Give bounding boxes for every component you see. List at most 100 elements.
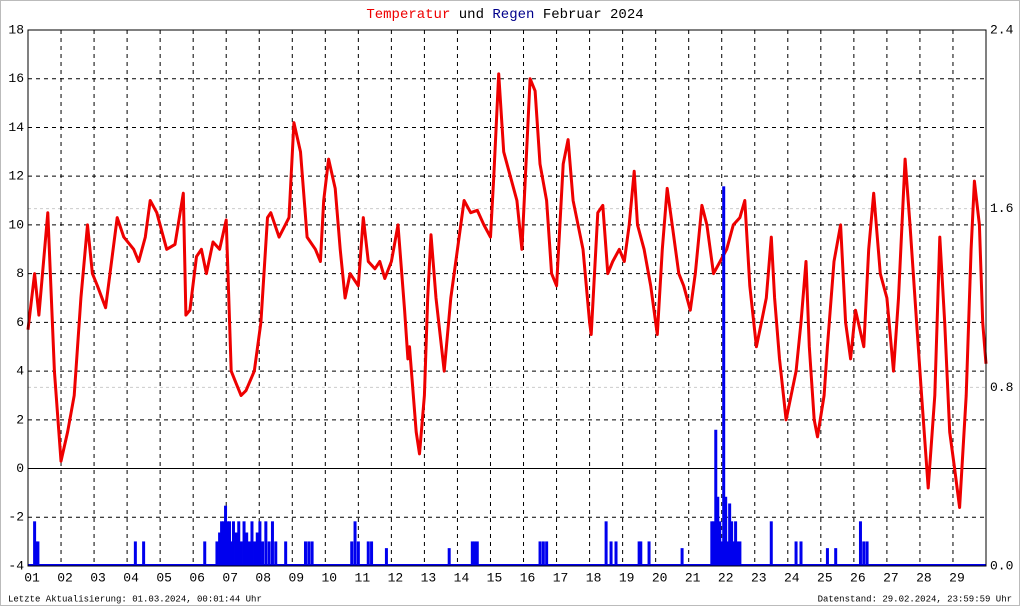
rain-bar — [834, 548, 838, 566]
rain-bar — [712, 521, 716, 566]
x-tick-label: 11 — [355, 570, 371, 585]
rain-bar — [250, 521, 254, 566]
rain-bar — [142, 541, 146, 566]
rain-bar — [350, 541, 354, 566]
rain-bar — [226, 521, 230, 566]
y-tick-label: -2 — [8, 510, 24, 525]
rain-bar — [724, 496, 728, 566]
rain-bar — [637, 541, 641, 566]
rain-bar — [738, 541, 742, 566]
footer-left: Letzte Aktualisierung: 01.03.2024, 00:01… — [8, 594, 262, 604]
rain-bar — [222, 521, 226, 566]
x-tick-label: 27 — [883, 570, 899, 585]
y-tick-label: 0 — [16, 461, 24, 476]
rain-bar — [229, 541, 233, 566]
x-tick-label: 02 — [57, 570, 73, 585]
rain-bar — [732, 541, 736, 566]
rain-bar — [865, 541, 869, 566]
footer-right: Datenstand: 29.02.2024, 23:59:59 Uhr — [818, 594, 1012, 604]
rain-bar — [541, 541, 545, 566]
rain-bar — [470, 541, 474, 566]
y2-tick-label: 2.4 — [990, 22, 1014, 37]
rain-bar — [284, 541, 288, 566]
x-tick-label: 05 — [156, 570, 172, 585]
rain-bar — [234, 532, 238, 566]
rain-bar — [270, 521, 274, 566]
rain-bar — [237, 521, 241, 566]
x-tick-label: 17 — [553, 570, 569, 585]
rain-bar — [862, 541, 866, 566]
rain-bar — [710, 521, 714, 566]
rain-bar — [384, 548, 388, 566]
rain-bar — [34, 541, 38, 566]
y-tick-label: 18 — [8, 22, 24, 37]
rain-bar — [253, 541, 257, 566]
rain-bar — [353, 521, 357, 566]
rain-bar — [734, 521, 738, 566]
y-tick-label: 16 — [8, 71, 24, 86]
title-temp: Temperatur — [366, 7, 450, 23]
rain-bar — [303, 541, 307, 566]
x-tick-label: 01 — [24, 570, 40, 585]
rain-bar — [473, 541, 477, 566]
rain-bar — [769, 521, 773, 566]
x-tick-label: 03 — [90, 570, 106, 585]
rain-bar — [215, 541, 219, 566]
rain-bar — [647, 541, 651, 566]
x-tick-label: 12 — [388, 570, 404, 585]
rain-bar — [714, 429, 718, 566]
rain-bar — [604, 521, 608, 566]
rain-bar — [261, 541, 265, 566]
x-tick-label: 09 — [288, 570, 304, 585]
rain-bar — [794, 541, 798, 566]
x-tick-label: 21 — [685, 570, 701, 585]
rain-bar — [538, 541, 542, 566]
x-tick-label: 25 — [817, 570, 833, 585]
rain-bar — [475, 541, 479, 566]
rain-bar — [609, 541, 613, 566]
rain-bar — [718, 521, 722, 566]
title-suffix: Februar 2024 — [543, 7, 644, 23]
y-tick-label: 8 — [16, 266, 24, 281]
x-tick-label: 04 — [123, 570, 139, 585]
plot-border — [27, 29, 987, 567]
rain-bar — [680, 548, 684, 566]
x-tick-label: 29 — [949, 570, 965, 585]
x-tick-label: 28 — [916, 570, 932, 585]
rain-bar — [220, 521, 224, 566]
rain-bar — [356, 541, 360, 566]
rain-bar — [370, 541, 374, 566]
rain-bar — [614, 541, 618, 566]
rain-bar — [722, 186, 726, 567]
rain-bar — [799, 541, 803, 566]
rain-bar — [267, 541, 271, 566]
rain-bar — [726, 541, 730, 566]
y2-tick-label: 1.6 — [990, 201, 1013, 216]
rain-bar — [728, 503, 732, 566]
rain-bar — [218, 532, 222, 566]
x-tick-label: 20 — [652, 570, 668, 585]
y2-tick-label: 0.8 — [990, 380, 1013, 395]
y-tick-label: 4 — [16, 364, 24, 379]
rain-bar — [224, 505, 228, 566]
rain-bar — [366, 541, 370, 566]
rain-bar — [203, 541, 207, 566]
y-tick-label: 10 — [8, 217, 24, 232]
rain-bar — [133, 541, 137, 566]
rain-bar — [825, 548, 829, 566]
rain-bar — [639, 541, 643, 566]
rain-bar — [242, 521, 246, 566]
x-tick-label: 10 — [322, 570, 338, 585]
x-tick-label: 06 — [189, 570, 205, 585]
y-tick-label: 14 — [8, 120, 24, 135]
x-tick-label: 22 — [718, 570, 734, 585]
rain-bar — [231, 521, 235, 566]
y-tick-label: 2 — [16, 412, 24, 427]
rain-bar — [239, 541, 243, 566]
rain-bar — [545, 541, 549, 566]
y-tick-label: 6 — [16, 315, 24, 330]
rain-bar — [228, 521, 232, 566]
rain-bar — [247, 541, 251, 566]
rain-bar — [255, 532, 259, 566]
